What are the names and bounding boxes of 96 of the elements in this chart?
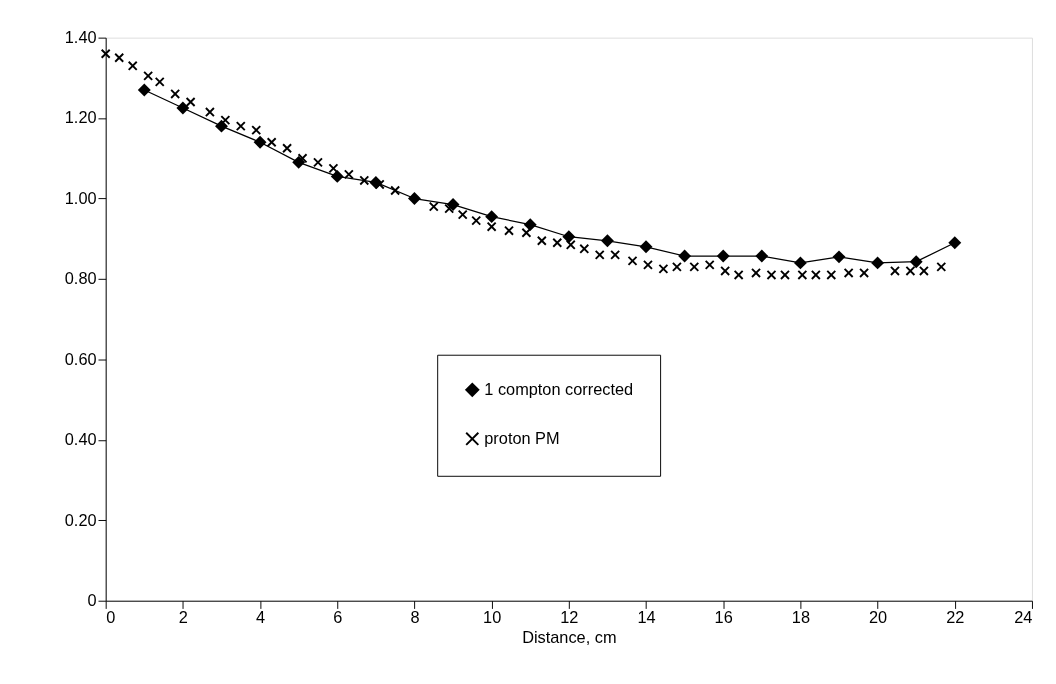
point [390,185,401,196]
point [751,267,761,278]
x-tick-label: 22 [946,608,965,627]
point [766,269,777,280]
point [457,209,468,220]
y-tick-label: 0.20 [64,510,97,529]
point [843,267,854,278]
y-tick-label: 0.40 [64,430,97,449]
point [826,269,837,280]
point [716,249,730,263]
point [594,249,605,260]
point [793,256,807,270]
point [579,243,590,254]
point [565,239,576,250]
point [359,175,370,186]
point [408,192,421,205]
x-tick-label: 20 [868,608,888,627]
point [905,265,916,276]
point [154,76,165,87]
point [504,225,514,236]
point [779,269,790,280]
x-tick-label: 24 [1014,608,1033,627]
x-tick-label: 14 [637,608,656,627]
y-tick-label: 0 [87,591,97,610]
point [523,218,537,232]
point [485,210,499,224]
point [297,153,308,164]
point [755,249,769,263]
y-tick-label: 1.20 [64,108,97,127]
y-tick-label: 0.60 [64,349,97,368]
point [678,249,692,263]
point [689,261,700,272]
point [374,179,385,190]
point [330,169,344,183]
point [909,255,923,269]
point [733,269,744,280]
y-tick-label: 1.40 [64,27,97,46]
point [936,261,947,272]
point [720,265,731,276]
point [343,169,354,180]
point [627,255,638,266]
point [704,259,715,270]
point [832,250,846,264]
x-tick-label: 8 [410,608,420,627]
point [658,263,669,274]
x-tick-label: 10 [483,608,502,627]
point [266,137,277,148]
y-tick-label: 1.00 [64,188,97,207]
x-tick-label: 0 [106,608,116,627]
point [889,265,900,276]
point [871,256,885,270]
point [170,88,181,99]
point [797,269,808,280]
point [251,125,262,136]
x-tick-label: 12 [560,608,579,627]
point [185,97,196,107]
point [100,48,111,59]
point [536,235,547,246]
point [282,143,293,154]
point [610,249,621,260]
point [521,227,532,238]
point [127,60,138,71]
point [918,265,929,276]
legend-label: 1 compton corrected [484,379,634,398]
point [600,234,614,248]
point [639,240,653,254]
point [204,107,215,118]
x-axis-title: Distance, cm [522,627,617,646]
point [486,221,497,232]
point [552,237,563,248]
legend-label: proton PM [484,428,560,447]
point [471,215,482,226]
point [235,121,246,132]
point [859,267,870,278]
point [220,115,231,126]
point [642,259,653,270]
point [143,70,154,81]
point [137,83,151,97]
point [444,203,455,214]
point [328,163,339,174]
point [671,261,682,272]
point [114,52,125,63]
point [215,119,228,133]
x-tick-label: 2 [178,608,188,627]
point [810,269,821,280]
x-tick-label: 18 [791,608,810,627]
x-tick-label: 6 [333,608,343,627]
x-tick-label: 16 [714,608,733,627]
point [428,201,439,212]
x-tick-label: 4 [256,608,266,627]
y-tick-label: 0.80 [64,269,97,288]
point [562,230,576,244]
point [948,236,962,250]
point [253,135,267,149]
point [176,101,190,115]
point [312,157,323,168]
